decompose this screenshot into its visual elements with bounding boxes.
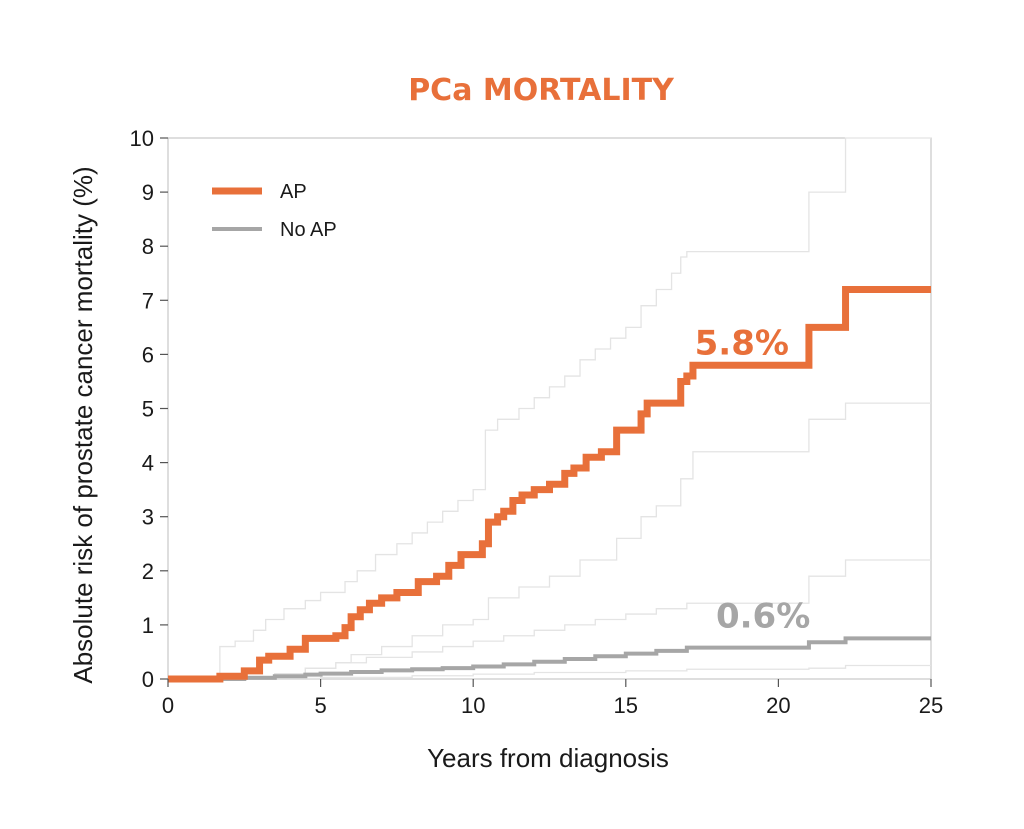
x-tick-label: 5 (314, 693, 326, 718)
y-tick-label: 8 (142, 234, 154, 259)
y-tick-label: 3 (142, 505, 154, 530)
series-line-no-ap (168, 636, 931, 681)
confidence-interval-lines (168, 137, 931, 680)
chart-title: PCa MORTALITY (408, 73, 675, 108)
y-tick-label: 7 (142, 288, 154, 313)
ci-line-3 (168, 559, 931, 680)
y-tick-label: 5 (142, 397, 154, 422)
ci-line-2 (168, 402, 931, 680)
x-tick-label: 20 (766, 693, 790, 718)
annotation-ap-value: 5.8% (695, 323, 789, 363)
ci-line-1 (168, 137, 931, 680)
y-tick-label: 1 (142, 613, 154, 638)
x-tick-label: 25 (919, 693, 943, 718)
y-tick-label: 4 (142, 451, 154, 476)
x-tick-label: 10 (461, 693, 485, 718)
x-tick-label: 15 (614, 693, 638, 718)
x-axis-label: Years from diagnosis (427, 743, 669, 773)
legend-label-no-ap: No AP (280, 219, 337, 241)
y-axis-label: Absolute risk of prostate cancer mortali… (68, 166, 98, 683)
y-axis-ticks: 0 1 2 3 4 5 6 7 8 9 10 (130, 126, 168, 692)
legend-label-ap: AP (280, 181, 307, 203)
series-lines (168, 285, 931, 683)
ci-line-4 (168, 664, 931, 680)
y-tick-label: 9 (142, 180, 154, 205)
annotation-no-ap-value: 0.6% (716, 597, 810, 637)
y-tick-label: 2 (142, 559, 154, 584)
x-axis-ticks: 0 5 10 15 20 25 (162, 679, 943, 718)
legend: AP No AP (212, 181, 337, 241)
y-tick-label: 10 (130, 126, 154, 151)
x-tick-label: 0 (162, 693, 174, 718)
y-tick-label: 0 (142, 667, 154, 692)
series-line-ap (168, 285, 931, 683)
y-tick-label: 6 (142, 342, 154, 367)
